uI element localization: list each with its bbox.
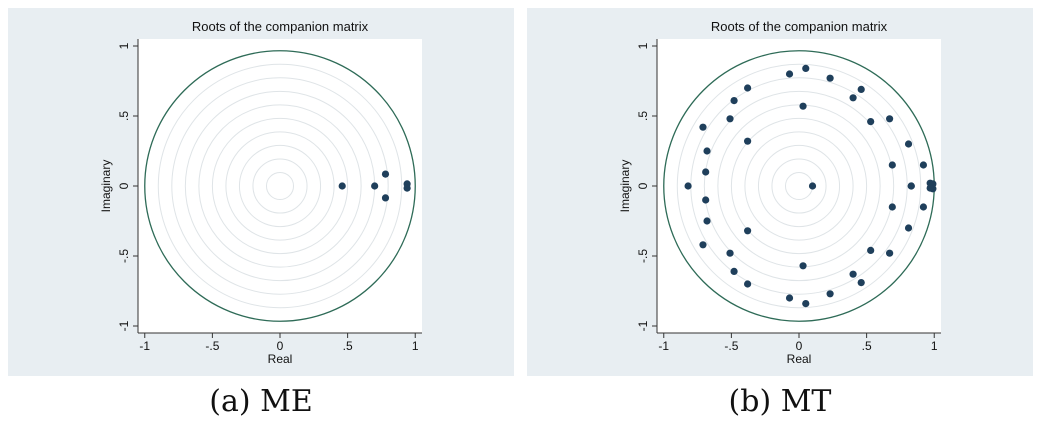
x-tick-label: 1 — [931, 339, 938, 353]
root-point — [744, 84, 752, 92]
grid-circle — [730, 117, 868, 255]
root-point — [744, 227, 752, 235]
root-point — [785, 294, 794, 302]
chart-panel-mt: -1 -.5 0 .5 1 -1 -.5 0 .5 1 Roots of the companion… — [527, 8, 1033, 376]
grid-circle — [757, 144, 841, 228]
x-tick-label: -1 — [139, 339, 150, 353]
chart-title: Roots of the companion matrix — [711, 19, 888, 34]
x-axis-label: Real — [787, 352, 812, 366]
x-tick-label: -.5 — [724, 339, 738, 353]
y-tick-label: -.5 — [636, 249, 650, 263]
root-point — [849, 270, 857, 278]
grid-circle — [265, 171, 295, 201]
root-point — [888, 203, 896, 211]
x-tick-label: -1 — [658, 339, 669, 353]
caption-me: (a) ME — [209, 384, 313, 419]
root-point — [744, 280, 752, 288]
root-point — [886, 249, 894, 257]
root-point — [808, 182, 817, 190]
root-point — [338, 182, 346, 190]
caption-mt: (b) MT — [728, 384, 832, 419]
grid-circle — [252, 158, 308, 214]
x-tick-label: .5 — [343, 339, 353, 353]
grid-circle — [676, 63, 922, 309]
root-point — [744, 137, 752, 145]
grid-circle — [211, 117, 349, 255]
root-point — [919, 203, 928, 211]
y-tick-label: 0 — [636, 182, 650, 189]
grid-circle — [171, 77, 389, 295]
chart-mt: -1 -.5 0 .5 1 -1 -.5 0 .5 1 Roots of the companion… — [618, 19, 941, 366]
root-point — [919, 161, 928, 169]
x-tick-label: 1 — [412, 339, 419, 353]
grid-circle — [771, 158, 827, 214]
root-point — [702, 168, 710, 176]
root-point — [849, 94, 857, 102]
root-point — [826, 290, 834, 298]
root-point — [826, 74, 834, 82]
root-point — [802, 300, 810, 308]
unit-circle — [144, 50, 416, 322]
y-tick-label: .5 — [117, 111, 131, 121]
grid-circle — [744, 131, 854, 241]
root-point — [371, 182, 379, 190]
root-point — [702, 196, 710, 204]
y-tick-label: -1 — [636, 320, 650, 331]
grid-circle — [703, 90, 895, 282]
chart-panel-me: -1 -.5 0 .5 1 -1 -.5 0 .5 1 Roots of the companion… — [8, 8, 514, 376]
root-point — [888, 161, 896, 169]
x-tick-label: -.5 — [205, 339, 219, 353]
grid-circle — [157, 63, 403, 309]
x-tick-label: .5 — [862, 339, 872, 353]
y-tick-label: 0 — [117, 182, 131, 189]
plot-area — [138, 39, 422, 333]
root-point — [703, 217, 711, 225]
root-point — [726, 115, 734, 123]
y-tick-label: -.5 — [117, 249, 131, 263]
y-tick-label: 1 — [117, 42, 131, 49]
y-tick-label: -1 — [117, 320, 131, 331]
root-point — [726, 249, 734, 257]
root-point — [799, 262, 807, 270]
root-point — [907, 182, 915, 190]
root-point — [904, 224, 913, 232]
root-point — [730, 267, 738, 275]
x-tick-label: 0 — [796, 339, 803, 353]
grid-circle — [238, 144, 322, 228]
root-point — [381, 194, 390, 202]
root-point — [730, 97, 738, 105]
root-point — [867, 246, 875, 254]
plot-area — [657, 39, 941, 333]
root-point — [904, 140, 913, 148]
root-point — [381, 170, 390, 178]
root-point — [785, 70, 794, 78]
root-point — [703, 147, 711, 155]
grid-circle — [225, 131, 335, 241]
y-tick-label: 1 — [636, 42, 650, 49]
root-point — [857, 279, 865, 287]
root-point — [403, 184, 411, 192]
root-point — [857, 85, 865, 93]
root-point — [802, 64, 810, 72]
y-tick-label: .5 — [636, 111, 650, 121]
root-point — [699, 241, 707, 249]
chart-me: -1 -.5 0 .5 1 -1 -.5 0 .5 1 Roots of the companion… — [99, 19, 422, 366]
y-axis-label: Imaginary — [618, 160, 632, 213]
x-axis-label: Real — [268, 352, 293, 366]
root-point — [886, 115, 894, 123]
chart-title: Roots of the companion matrix — [192, 19, 369, 34]
grid-circle — [717, 104, 881, 268]
root-point — [867, 118, 875, 126]
grid-circle — [198, 104, 362, 268]
y-axis-label: Imaginary — [99, 160, 113, 213]
root-point — [684, 182, 692, 190]
x-tick-label: 0 — [277, 339, 284, 353]
root-point — [699, 123, 707, 131]
root-point — [926, 184, 934, 192]
root-point — [799, 102, 807, 110]
